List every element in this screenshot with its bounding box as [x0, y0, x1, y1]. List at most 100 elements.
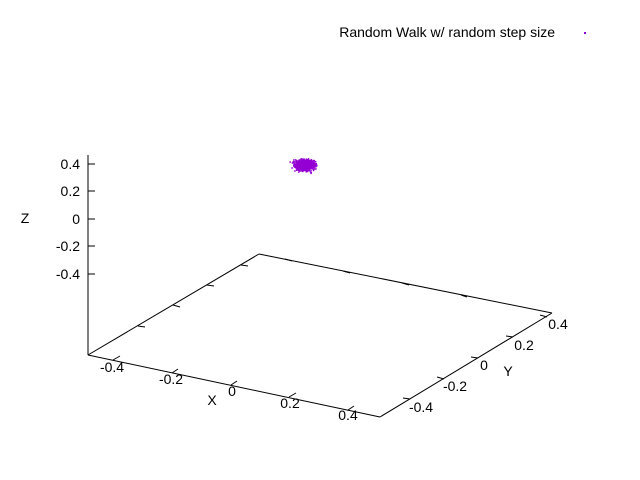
data-point	[310, 167, 312, 169]
data-point	[299, 165, 301, 167]
data-point	[314, 165, 317, 167]
data-point	[302, 162, 304, 165]
data-point	[293, 159, 295, 161]
data-point	[298, 164, 301, 166]
data-point	[305, 165, 307, 168]
data-point	[295, 159, 298, 162]
data-point	[302, 166, 304, 169]
data-point	[303, 161, 306, 164]
y-tick-mark	[470, 356, 479, 359]
data-point	[305, 170, 308, 173]
data-point	[294, 159, 297, 161]
y-tick-mark-back	[240, 264, 249, 267]
data-point	[308, 164, 310, 166]
data-point	[309, 162, 311, 164]
data-point	[309, 160, 311, 163]
data-point	[301, 160, 304, 163]
x-tick-label: 0.4	[338, 407, 358, 423]
data-point	[299, 170, 301, 172]
data-point	[296, 162, 298, 164]
data-point	[295, 169, 298, 171]
data-point	[307, 160, 309, 163]
x-tick-mark	[230, 380, 238, 386]
data-point	[296, 163, 298, 165]
x-tick-mark	[288, 392, 297, 398]
x-tick-label: 0.2	[280, 395, 300, 411]
data-point	[304, 166, 307, 169]
data-point	[310, 165, 313, 168]
data-point	[310, 160, 313, 163]
y-tick-label: 0.2	[514, 337, 534, 353]
data-point	[312, 168, 314, 171]
data-point	[313, 168, 316, 170]
data-point	[306, 159, 309, 161]
data-point	[305, 170, 308, 172]
data-point	[300, 164, 302, 167]
x-axis: -0.4 -0.2 0 0.2 0.4 X	[100, 258, 468, 423]
data-point	[302, 158, 305, 161]
y-tick-label: 0	[480, 357, 488, 373]
x-tick-mark-back	[460, 294, 468, 298]
data-point	[304, 163, 307, 166]
floor-edge-left	[87, 253, 260, 356]
y-tick-mark	[505, 335, 514, 338]
data-point	[305, 168, 308, 170]
data-point	[310, 163, 312, 166]
data-point	[294, 165, 296, 167]
data-point	[299, 168, 302, 170]
data-point	[302, 168, 305, 170]
data-point	[295, 165, 297, 168]
data-point	[302, 164, 305, 167]
data-point	[309, 165, 312, 167]
z-tick-label: 0	[72, 211, 80, 227]
data-point	[298, 165, 300, 167]
z-tick-label: -0.2	[56, 238, 80, 254]
data-point	[315, 165, 317, 168]
data-point	[313, 160, 315, 162]
y-tick-label: -0.4	[409, 399, 433, 415]
data-point	[299, 162, 301, 164]
y-tick-mark-back	[206, 284, 215, 287]
data-point	[297, 171, 300, 173]
data-point	[296, 165, 299, 167]
z-tick-label: 0.2	[61, 183, 81, 199]
data-point	[309, 167, 311, 169]
data-point	[307, 168, 309, 171]
data-point	[313, 164, 316, 167]
data-point	[289, 161, 291, 163]
y-tick-mark	[436, 376, 445, 380]
x-tick-mark-back	[342, 270, 351, 274]
data-point	[306, 163, 308, 166]
data-point	[304, 162, 306, 165]
data-point	[300, 167, 302, 170]
legend-marker	[584, 32, 586, 34]
data-point	[299, 169, 301, 171]
z-axis-label: Z	[21, 210, 30, 226]
data-point	[308, 166, 310, 169]
data-point	[298, 159, 301, 161]
data-point	[297, 162, 300, 165]
data-point	[297, 160, 299, 163]
data-point	[311, 166, 314, 168]
y-tick-mark	[539, 314, 548, 318]
data-point	[294, 162, 296, 165]
data-point	[301, 169, 303, 171]
data-point	[293, 165, 295, 167]
data-point	[292, 161, 295, 164]
data-point	[291, 167, 293, 169]
data-point	[303, 166, 306, 168]
x-tick-label: 0	[228, 383, 236, 399]
data-point	[298, 167, 301, 170]
data-point	[294, 164, 297, 166]
data-point	[294, 170, 296, 172]
scatter-points	[289, 158, 318, 175]
data-point	[297, 164, 299, 166]
y-tick-label: -0.2	[443, 378, 467, 394]
data-point	[310, 171, 313, 174]
data-point	[308, 161, 311, 163]
x-tick-mark-back	[284, 258, 293, 262]
z-tick-label: -0.4	[56, 266, 80, 282]
data-point	[303, 168, 306, 171]
data-point	[298, 166, 301, 169]
